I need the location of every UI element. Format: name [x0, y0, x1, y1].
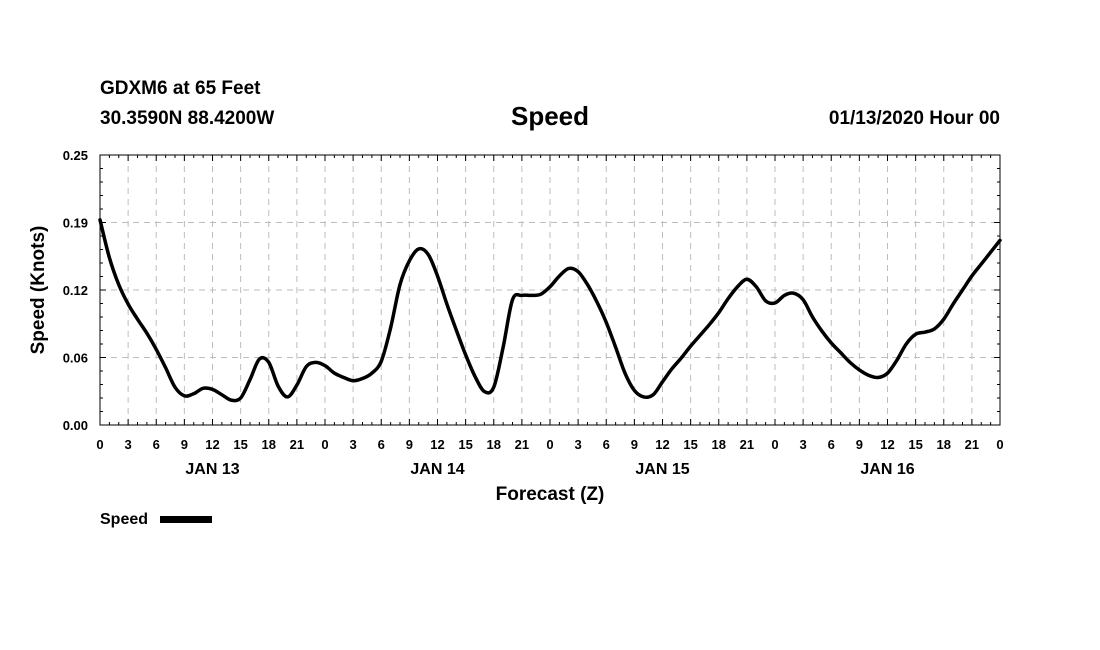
x-tick-label: 18 [937, 437, 951, 452]
x-tick-label: 3 [350, 437, 357, 452]
day-labels: JAN 13 JAN 14 JAN 15 JAN 16 [185, 461, 914, 478]
y-tick-label: 0.12 [63, 283, 88, 298]
grid [100, 155, 1000, 425]
speed-series-line [98, 218, 1002, 403]
station-label: GDXM6 at 65 Feet [100, 78, 261, 99]
x-tick-label: 12 [430, 437, 444, 452]
y-tick-label: 0.00 [63, 418, 88, 433]
axis-ticks [99, 154, 1001, 426]
x-tick-label: 6 [603, 437, 610, 452]
y-tick-labels: 0.00 0.06 0.12 0.19 0.25 [63, 148, 88, 433]
x-tick-labels: 0 3 6 9 12 15 18 21 0 3 6 9 12 15 18 21 0 3 6 9 12 15 18 21 0 3 6 9… [96, 437, 1003, 452]
x-tick-label: 15 [683, 437, 697, 452]
y-tick-label: 0.25 [63, 148, 88, 163]
legend-label: Speed [100, 511, 148, 528]
x-tick-label: 15 [458, 437, 472, 452]
x-tick-label: 18 [262, 437, 276, 452]
day-label: JAN 15 [635, 461, 689, 478]
x-tick-label: 0 [546, 437, 553, 452]
day-label: JAN 13 [185, 461, 239, 478]
x-tick-label: 9 [406, 437, 413, 452]
datetime-label: 01/13/2020 Hour 00 [829, 108, 1000, 129]
legend-swatch [160, 516, 212, 523]
x-tick-label: 6 [828, 437, 835, 452]
x-tick-label: 0 [771, 437, 778, 452]
x-tick-label: 18 [712, 437, 726, 452]
x-tick-label: 0 [996, 437, 1003, 452]
day-label: JAN 14 [410, 461, 464, 478]
x-tick-label: 9 [181, 437, 188, 452]
x-tick-label: 18 [487, 437, 501, 452]
x-tick-label: 9 [856, 437, 863, 452]
x-tick-label: 3 [125, 437, 132, 452]
x-tick-label: 15 [908, 437, 922, 452]
x-tick-label: 6 [153, 437, 160, 452]
chart-title: Speed [511, 101, 589, 131]
x-tick-label: 12 [655, 437, 669, 452]
x-tick-label: 3 [800, 437, 807, 452]
x-tick-label: 21 [290, 437, 304, 452]
x-tick-label: 0 [96, 437, 103, 452]
x-tick-label: 0 [321, 437, 328, 452]
x-tick-label: 9 [631, 437, 638, 452]
x-tick-label: 15 [233, 437, 247, 452]
x-axis-label: Forecast (Z) [496, 484, 605, 505]
x-tick-label: 21 [965, 437, 979, 452]
coords-label: 30.3590N 88.4200W [100, 108, 274, 129]
x-tick-label: 12 [205, 437, 219, 452]
day-label: JAN 16 [860, 461, 914, 478]
y-tick-label: 0.06 [63, 351, 88, 366]
y-tick-label: 0.19 [63, 216, 88, 231]
x-tick-label: 6 [378, 437, 385, 452]
y-axis-label: Speed (Knots) [28, 226, 49, 355]
x-tick-label: 21 [740, 437, 754, 452]
x-tick-label: 3 [575, 437, 582, 452]
x-tick-label: 21 [515, 437, 529, 452]
x-tick-label: 12 [880, 437, 894, 452]
